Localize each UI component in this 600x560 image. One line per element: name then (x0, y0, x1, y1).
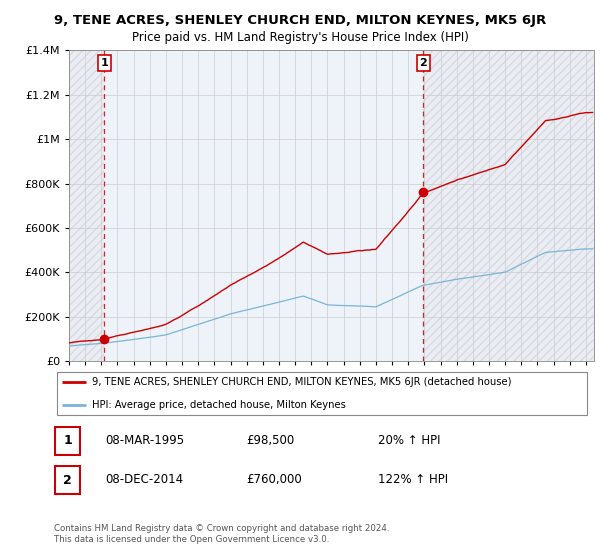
Text: Contains HM Land Registry data © Crown copyright and database right 2024.
This d: Contains HM Land Registry data © Crown c… (54, 524, 389, 544)
Text: 20% ↑ HPI: 20% ↑ HPI (378, 434, 440, 447)
FancyBboxPatch shape (55, 427, 80, 455)
Text: 2: 2 (63, 474, 72, 487)
Text: 08-MAR-1995: 08-MAR-1995 (105, 434, 184, 447)
Text: HPI: Average price, detached house, Milton Keynes: HPI: Average price, detached house, Milt… (92, 400, 346, 410)
Text: Price paid vs. HM Land Registry's House Price Index (HPI): Price paid vs. HM Land Registry's House … (131, 31, 469, 44)
Bar (69, 50, 104, 361)
FancyBboxPatch shape (56, 371, 587, 416)
Text: 1: 1 (63, 435, 72, 447)
Text: 9, TENE ACRES, SHENLEY CHURCH END, MILTON KEYNES, MK5 6JR: 9, TENE ACRES, SHENLEY CHURCH END, MILTO… (54, 14, 546, 27)
Text: £98,500: £98,500 (246, 434, 294, 447)
Text: £760,000: £760,000 (246, 473, 302, 487)
Text: 1: 1 (101, 58, 108, 68)
Text: 08-DEC-2014: 08-DEC-2014 (105, 473, 183, 487)
Bar (423, 50, 594, 361)
Text: 122% ↑ HPI: 122% ↑ HPI (378, 473, 448, 487)
Bar (104, 50, 423, 361)
Text: 9, TENE ACRES, SHENLEY CHURCH END, MILTON KEYNES, MK5 6JR (detached house): 9, TENE ACRES, SHENLEY CHURCH END, MILTO… (92, 377, 511, 387)
Text: 2: 2 (419, 58, 427, 68)
FancyBboxPatch shape (55, 466, 80, 494)
